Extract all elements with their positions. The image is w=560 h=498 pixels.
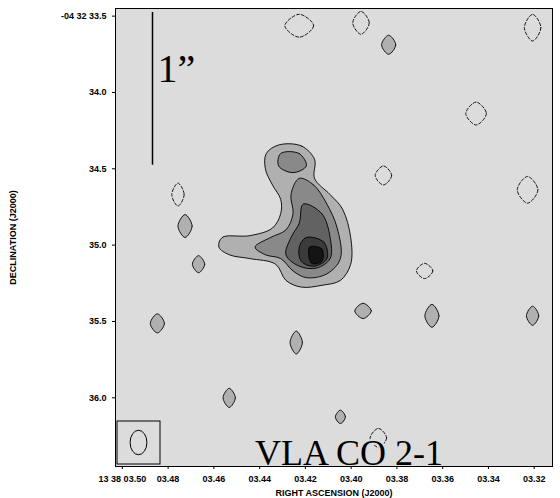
svg-text:03.42: 03.42: [294, 474, 317, 484]
svg-text:34.5: 34.5: [89, 164, 107, 174]
svg-text:VLA CO 2-1: VLA CO 2-1: [255, 432, 443, 473]
svg-text:03.32: 03.32: [523, 474, 546, 484]
svg-text:03.48: 03.48: [157, 474, 180, 484]
svg-text:1”: 1”: [158, 46, 196, 91]
svg-text:03.34: 03.34: [477, 474, 500, 484]
svg-text:-04 32 33.5: -04 32 33.5: [61, 11, 107, 21]
svg-text:RIGHT ASCENSION (J2000): RIGHT ASCENSION (J2000): [275, 488, 392, 498]
svg-text:03.38: 03.38: [386, 474, 409, 484]
svg-text:03.44: 03.44: [248, 474, 271, 484]
svg-text:36.0: 36.0: [89, 393, 107, 403]
svg-text:35.5: 35.5: [89, 316, 107, 326]
svg-text:13 38 03.50: 13 38 03.50: [99, 474, 147, 484]
svg-text:34.0: 34.0: [89, 87, 107, 97]
svg-text:35.0: 35.0: [89, 240, 107, 250]
svg-text:03.46: 03.46: [203, 474, 226, 484]
svg-text:DECLINATION (J2000): DECLINATION (J2000): [8, 190, 18, 284]
svg-text:03.40: 03.40: [340, 474, 363, 484]
svg-text:03.36: 03.36: [431, 474, 454, 484]
